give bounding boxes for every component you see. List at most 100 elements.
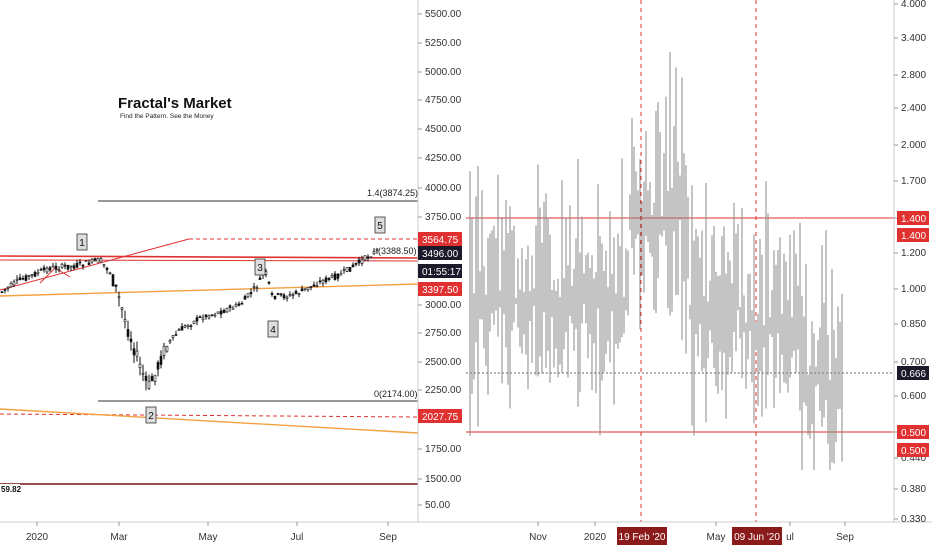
right-y-tick-label: 4.000 [901,0,926,10]
left-price-tag-bg [418,264,462,278]
left-y-tick-label: 3750.00 [425,212,462,223]
left-price-tag-label: 3564.75 [422,235,459,246]
left-x-axis[interactable]: 2020 Mar May Jul Sep [26,522,397,543]
wave-label-text: 4 [270,325,276,336]
candle-body [72,265,76,269]
candle-body [186,324,190,327]
candle-body [288,294,292,297]
wave-label-3: 3 [254,258,266,276]
left-y-tick-label: 4500.00 [425,124,462,135]
date-tag-label: 19 Feb '20 [619,532,666,543]
right-x-tick-label: ul [786,532,794,543]
wave-label-2: 2 [145,406,157,424]
candle-body [57,269,61,271]
right-y-tick-label: 1.000 [901,284,926,295]
candle-body [135,350,139,357]
candle-body [108,272,112,275]
resistance-line [0,255,419,259]
candle-body [237,303,241,306]
candle-body [126,329,130,337]
candle-body [99,258,103,263]
candle-body [327,277,331,280]
fib-lower-label: 0(2174.00) [374,389,418,399]
candle-body [216,311,220,314]
left-price-tag-bg [418,409,462,423]
edge-price-tag-label: 59.82 [1,485,22,494]
left-y-tick-label: 5000.00 [425,67,462,78]
right-y-tick-label: 1.700 [901,176,926,187]
candle-body [63,264,67,267]
candle-body [246,293,250,298]
candle-body [102,263,106,266]
right-indicator-chart[interactable] [466,0,894,522]
left-y-tick-label: 1750.00 [425,444,462,455]
left-x-tick-label: Mar [110,532,128,543]
left-price-tag: 2027.75 [418,409,462,423]
right-price-tag: 0.500 [897,425,929,439]
candle-body [117,296,121,299]
left-price-tag-label: 01:55:17 [422,267,461,278]
candle-body [219,310,223,315]
candle-body [312,284,316,287]
wave-label-box [76,233,88,251]
candle-body [294,290,298,294]
right-price-tag-bg [897,366,929,380]
candle-body [303,288,307,291]
candle-body [78,261,82,264]
candle-body [84,260,88,262]
left-price-chart[interactable]: 1 2 3 4 5 1.4(3874.25) 0(2174.00) (3388.50) 59.8… [0,95,418,494]
left-y-tick-label: 4250.00 [425,153,462,164]
left-y-tick-label: 50.00 [425,500,450,511]
candle-body [225,308,229,313]
candle-body [255,287,259,289]
right-price-tag-label: 0.500 [901,446,926,457]
right-bar-series [469,52,843,470]
candle-body [171,335,175,338]
left-price-tag-bg [418,282,462,296]
candle-body [318,280,322,283]
candle-body [345,267,349,272]
candle-body [33,272,37,277]
candle-body [147,381,151,389]
right-price-tags: 1.400 1.400 0.666 0.500 0.500 19 Feb '20 09 Ju… [617,211,929,545]
candle-body [330,275,334,278]
candle-body [207,315,211,319]
candle-body [258,277,262,280]
candle-body [342,269,346,271]
date-tag-bg [617,527,667,545]
right-price-tag-bg [897,425,929,439]
candle-body [132,348,136,356]
candle-body [222,309,226,314]
right-price-tag-bg [897,211,929,225]
candle-body [180,326,184,331]
resistance-line-2 [0,259,419,262]
left-y-tick-label: 1500.00 [425,474,462,485]
candle-body [234,304,238,307]
candle-body [228,305,232,308]
candle-body [30,274,34,276]
candle-body [243,296,247,300]
left-price-tag: 01:55:17 [418,264,462,278]
candle-body [153,374,157,382]
candle-body [21,278,25,280]
wave-label-box [267,320,279,338]
candle-body [114,284,118,287]
candle-body [51,265,55,268]
candle-body [339,273,343,276]
candle-body [69,265,73,268]
candle-body [81,264,85,267]
right-x-axis[interactable]: Nov 2020 May ul Sep [529,522,854,543]
edge-price-tag-bg [0,484,20,494]
candle-body [354,262,358,265]
right-y-tick-label: 0.600 [901,391,926,402]
fib-current-label: (3388.50) [378,246,417,256]
left-price-tag: 3496.00 [418,246,462,260]
candle-body [375,248,379,251]
candle-body [363,255,367,261]
right-y-tick-label: 2.000 [901,140,926,151]
candle-body [27,275,31,277]
candle-body [333,273,337,280]
candle-body [357,259,361,264]
fib-upper-label: 1.4(3874.25) [367,188,418,198]
